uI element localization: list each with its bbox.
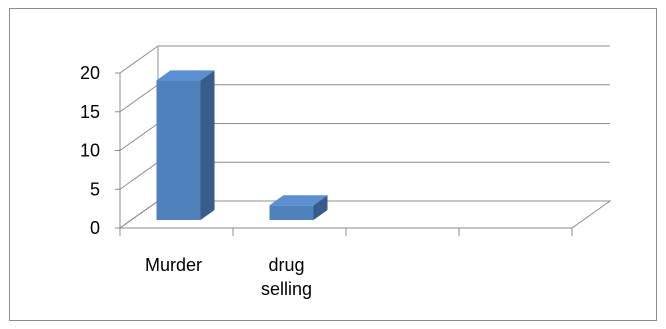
bar (269, 195, 328, 220)
x-category-labels: Murder drug selling (145, 255, 312, 299)
gridline-side (119, 45, 159, 74)
x-axis (119, 227, 573, 236)
x-category-label: Murder (145, 255, 202, 275)
bar-top (156, 70, 215, 81)
bar-side (200, 70, 215, 220)
bar-front (269, 205, 314, 220)
y-axis-ticks: 0 5 10 15 20 (80, 63, 120, 238)
gridline-side (119, 123, 159, 151)
y-tick-label: 5 (90, 179, 100, 199)
bar-front (156, 80, 201, 220)
y-tick-label: 0 (90, 218, 100, 238)
bar-side (313, 195, 328, 220)
gridline-side (119, 161, 159, 190)
bar (156, 70, 215, 220)
bars (156, 70, 328, 220)
x-category-label: drug selling (261, 255, 312, 299)
bar-top (269, 195, 328, 206)
chart-frame (9, 8, 657, 321)
y-tick-label: 20 (80, 63, 100, 83)
y-tick-label: 10 (80, 141, 100, 161)
y-tick-label: 15 (80, 102, 100, 122)
gridline-side (119, 84, 159, 113)
